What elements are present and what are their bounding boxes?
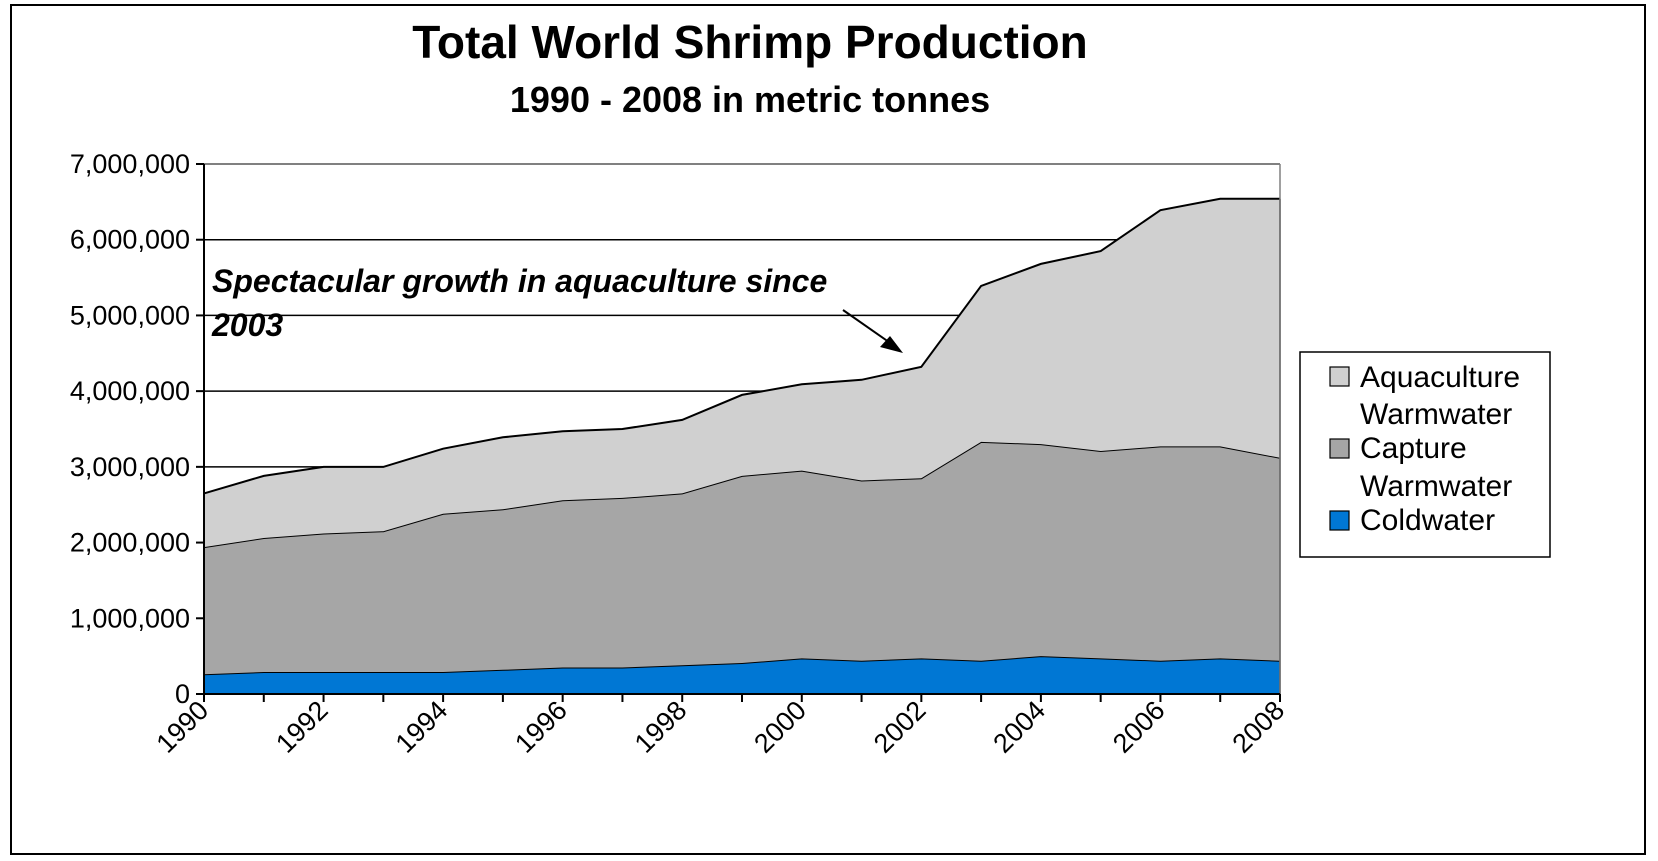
legend-swatch-coldwater [1329,510,1350,531]
axes [196,163,1281,702]
x-tick-label: 1994 [390,695,454,759]
area-coldwater [204,656,1280,694]
x-tick-label: 2006 [1107,695,1171,759]
x-tick-label: 1996 [509,695,573,759]
y-tick-label: 3,000,000 [70,452,190,482]
y-tick-label: 1,000,000 [70,603,190,633]
y-tick-label: 7,000,000 [70,149,190,179]
area-aquaculture-warmwater [204,198,1280,548]
legend-swatch-aquaculture [1329,366,1350,387]
chart-frame: Total World Shrimp Production 1990 - 200… [10,4,1646,855]
y-tick-label: 2,000,000 [70,528,190,558]
y-tick-labels: 0 1,000,000 2,000,000 3,000,000 4,000,000 5,0… [70,149,190,709]
x-tick-label: 1992 [270,695,334,759]
x-tick-label: 2002 [868,695,932,759]
x-tick-label: 1990 [151,695,215,759]
legend-label-capture: Capture [1360,432,1467,465]
chart-title: Total World Shrimp Production [412,16,1088,68]
x-tick-labels: 1990 1992 1994 1996 1998 2000 2002 2004 2006 2008 [151,695,1291,759]
y-tick-label: 5,000,000 [70,300,190,330]
x-tick-label: 1998 [629,695,693,759]
area-capture-warmwater [204,441,1280,675]
y-tick-label: 4,000,000 [70,376,190,406]
legend-label-aquaculture-2: Warmwater [1360,398,1512,431]
y-tick-label: 0 [175,679,190,709]
x-tick-label: 2004 [987,695,1051,759]
legend-label-aquaculture: Aquaculture [1360,361,1520,394]
x-tick-label: 2008 [1227,695,1291,759]
area-edge-aquaculture-warmwater [203,197,1280,495]
chart-subtitle: 1990 - 2008 in metric tonnes [510,79,990,120]
legend-swatch-capture [1329,438,1350,459]
legend: Aquaculture Warmwater Capture Warmwater … [1299,351,1551,558]
legend-label-capture-2: Warmwater [1360,470,1512,503]
x-tick-label: 2000 [748,695,812,759]
annotation: Spectacular growth in aquaculture since … [211,263,903,353]
legend-label-coldwater: Coldwater [1360,504,1495,537]
y-tick-label: 6,000,000 [70,225,190,255]
annotation-line-2: 2003 [211,307,283,343]
annotation-arrowhead [880,336,903,353]
annotation-line-1: Spectacular growth in aquaculture since [212,263,827,299]
chart: Total World Shrimp Production 1990 - 200… [70,16,1551,759]
